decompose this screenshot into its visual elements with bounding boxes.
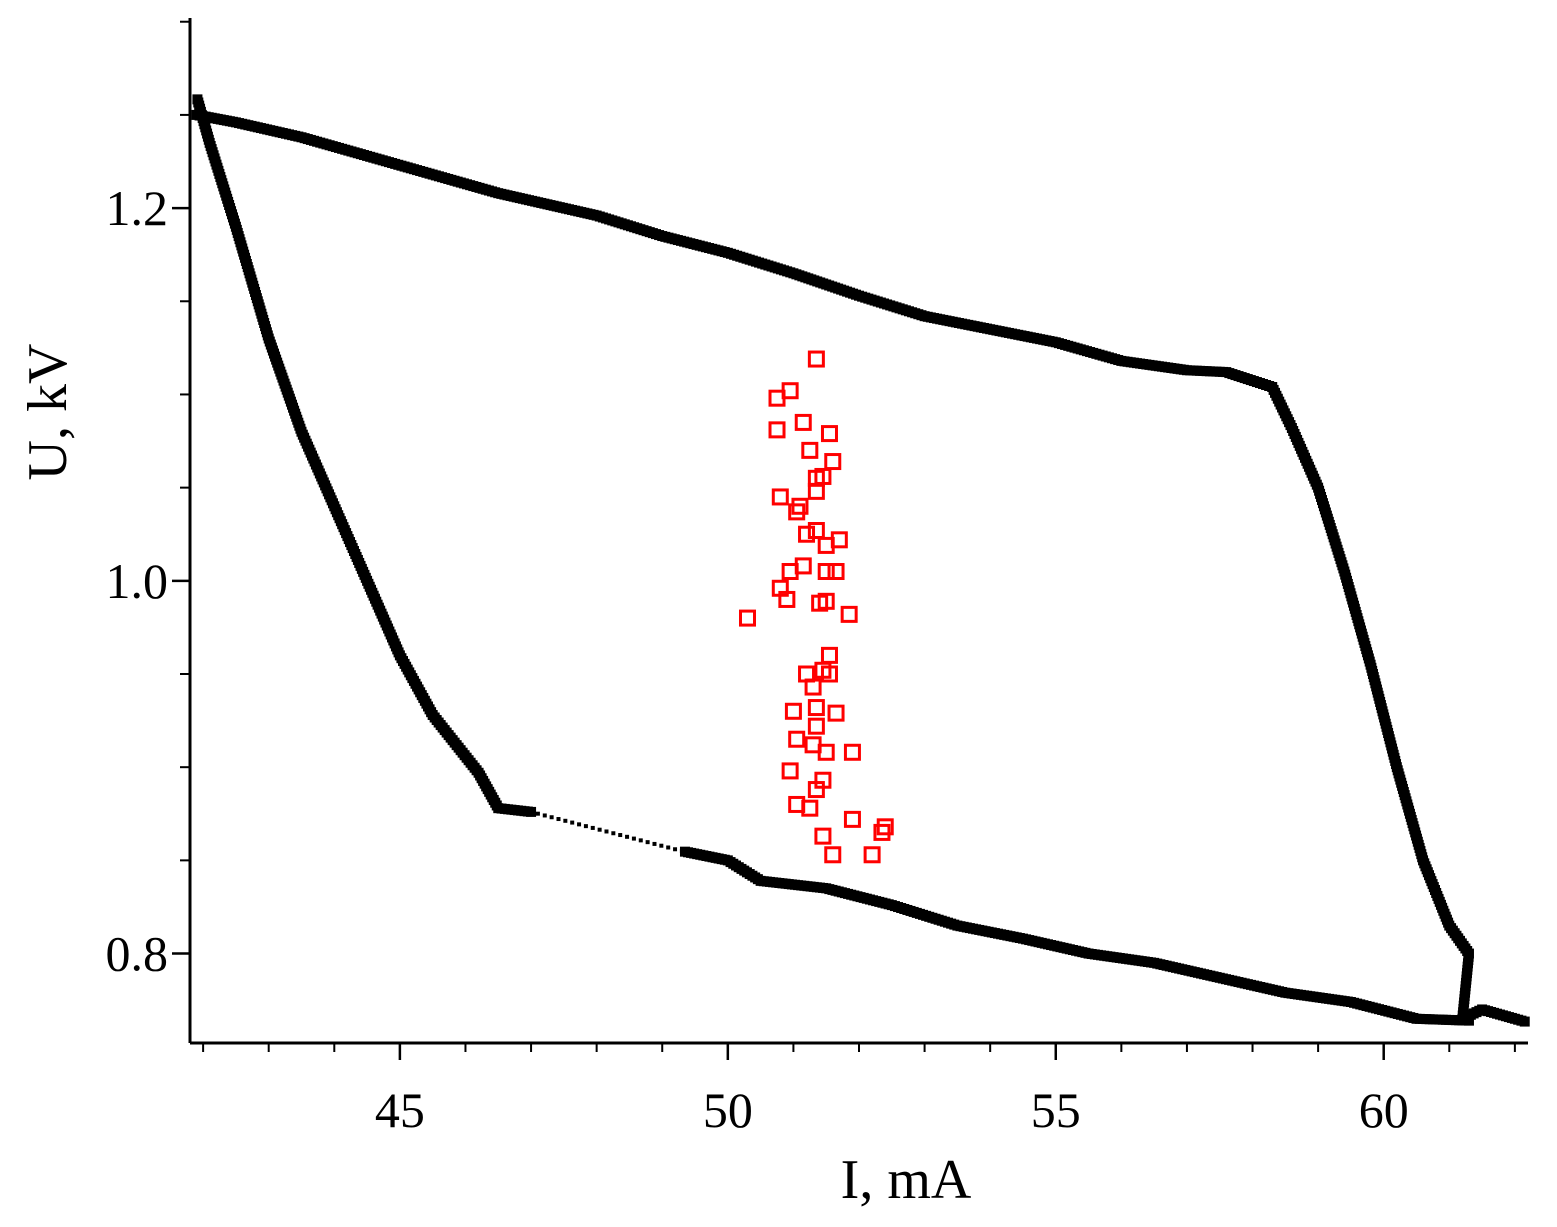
black-marker <box>652 841 657 846</box>
black-marker <box>570 820 575 825</box>
red-marker <box>801 441 819 459</box>
red-marker <box>801 799 819 817</box>
black-marker <box>659 843 664 848</box>
red-marker <box>817 743 835 761</box>
red-marker <box>807 482 825 500</box>
red-marker <box>739 609 756 627</box>
red-marker <box>768 389 786 407</box>
black-marker <box>549 815 554 820</box>
red-points-series <box>739 350 894 864</box>
black-marker <box>597 827 602 832</box>
red-marker <box>778 590 796 608</box>
x-axis-title: I, mA <box>841 1149 972 1211</box>
red-marker <box>817 563 835 580</box>
red-marker <box>807 522 825 539</box>
x-tick-label: 60 <box>1359 1082 1409 1138</box>
y-tick-label: 1.2 <box>106 180 169 236</box>
red-marker <box>798 525 816 543</box>
y-tick-label: 1.0 <box>106 553 169 609</box>
red-marker <box>820 665 838 683</box>
black-marker <box>618 833 623 838</box>
black-marker <box>590 825 595 830</box>
red-marker <box>840 605 858 623</box>
black-loop-series <box>191 94 1530 1027</box>
y-tick-label: 0.8 <box>106 926 169 982</box>
black-marker <box>631 836 636 841</box>
black-marker <box>645 840 650 845</box>
red-marker <box>807 699 825 717</box>
black-marker <box>679 846 690 857</box>
x-tick-label: 55 <box>1031 1082 1081 1138</box>
black-marker <box>577 822 582 827</box>
red-marker <box>843 743 861 761</box>
black-marker <box>583 824 588 829</box>
red-marker <box>817 536 835 554</box>
y-axis-title: U, kV <box>17 344 79 481</box>
red-marker <box>791 497 809 515</box>
black-marker <box>638 838 643 843</box>
x-tick-label: 45 <box>375 1082 425 1138</box>
red-marker <box>804 678 822 696</box>
red-marker <box>827 563 845 580</box>
x-axis: 45 50 55 60 <box>190 1041 1528 1138</box>
red-marker <box>814 827 832 845</box>
red-marker <box>820 425 838 443</box>
red-marker <box>827 704 845 722</box>
x-tick-label: 50 <box>703 1082 753 1138</box>
red-marker <box>817 592 835 610</box>
black-marker <box>666 845 671 850</box>
red-marker <box>807 781 825 799</box>
red-marker <box>788 730 806 748</box>
black-marker <box>535 811 540 816</box>
black-marker <box>542 813 547 818</box>
black-marker <box>563 818 568 823</box>
red-marker <box>807 350 825 368</box>
red-marker <box>820 646 838 664</box>
black-marker <box>679 849 684 854</box>
y-axis: 0.8 1.0 1.2 <box>106 18 192 1043</box>
red-marker <box>771 488 789 506</box>
black-marker <box>673 847 678 852</box>
red-marker <box>784 702 802 720</box>
black-marker <box>604 829 609 834</box>
black-marker <box>556 817 561 822</box>
black-marker <box>625 834 630 839</box>
black-marker <box>611 831 616 836</box>
red-marker <box>781 762 799 780</box>
red-marker <box>824 846 842 864</box>
red-marker <box>807 717 825 735</box>
red-marker <box>873 823 891 841</box>
black-marker <box>192 94 203 105</box>
red-marker <box>863 846 881 864</box>
red-marker <box>843 810 861 828</box>
red-marker <box>781 563 799 580</box>
red-marker <box>768 421 786 439</box>
red-marker <box>794 413 812 431</box>
red-marker <box>824 453 842 471</box>
black-marker <box>1519 1016 1530 1027</box>
